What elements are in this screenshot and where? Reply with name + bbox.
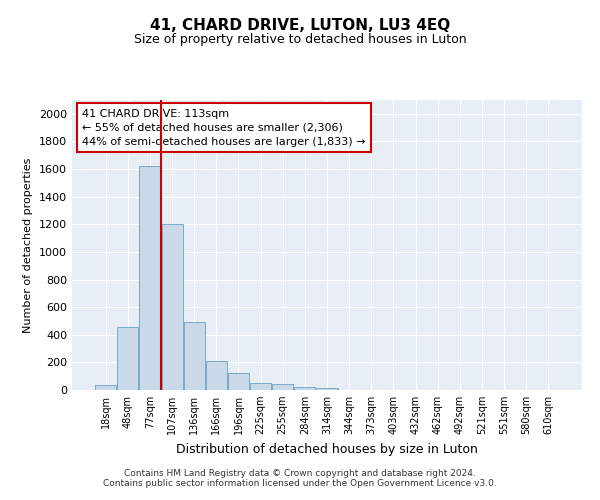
Bar	[295, 387, 316, 390]
Bar	[161, 224, 182, 390]
Text: 41 CHARD DRIVE: 113sqm
← 55% of detached houses are smaller (2,306)
44% of semi-: 41 CHARD DRIVE: 113sqm ← 55% of detached…	[82, 108, 366, 146]
Y-axis label: Number of detached properties: Number of detached properties	[23, 158, 34, 332]
Bar	[184, 322, 205, 390]
Bar	[118, 327, 139, 390]
X-axis label: Distribution of detached houses by size in Luton: Distribution of detached houses by size …	[176, 442, 478, 456]
Text: Size of property relative to detached houses in Luton: Size of property relative to detached ho…	[134, 32, 466, 46]
Text: 41, CHARD DRIVE, LUTON, LU3 4EQ: 41, CHARD DRIVE, LUTON, LU3 4EQ	[150, 18, 450, 32]
Bar	[228, 374, 249, 390]
Bar	[272, 384, 293, 390]
Bar	[139, 166, 160, 390]
Bar	[95, 385, 116, 390]
Bar	[250, 383, 271, 390]
Text: Contains HM Land Registry data © Crown copyright and database right 2024.: Contains HM Land Registry data © Crown c…	[124, 468, 476, 477]
Bar	[206, 361, 227, 390]
Bar	[316, 388, 338, 390]
Text: Contains public sector information licensed under the Open Government Licence v3: Contains public sector information licen…	[103, 478, 497, 488]
